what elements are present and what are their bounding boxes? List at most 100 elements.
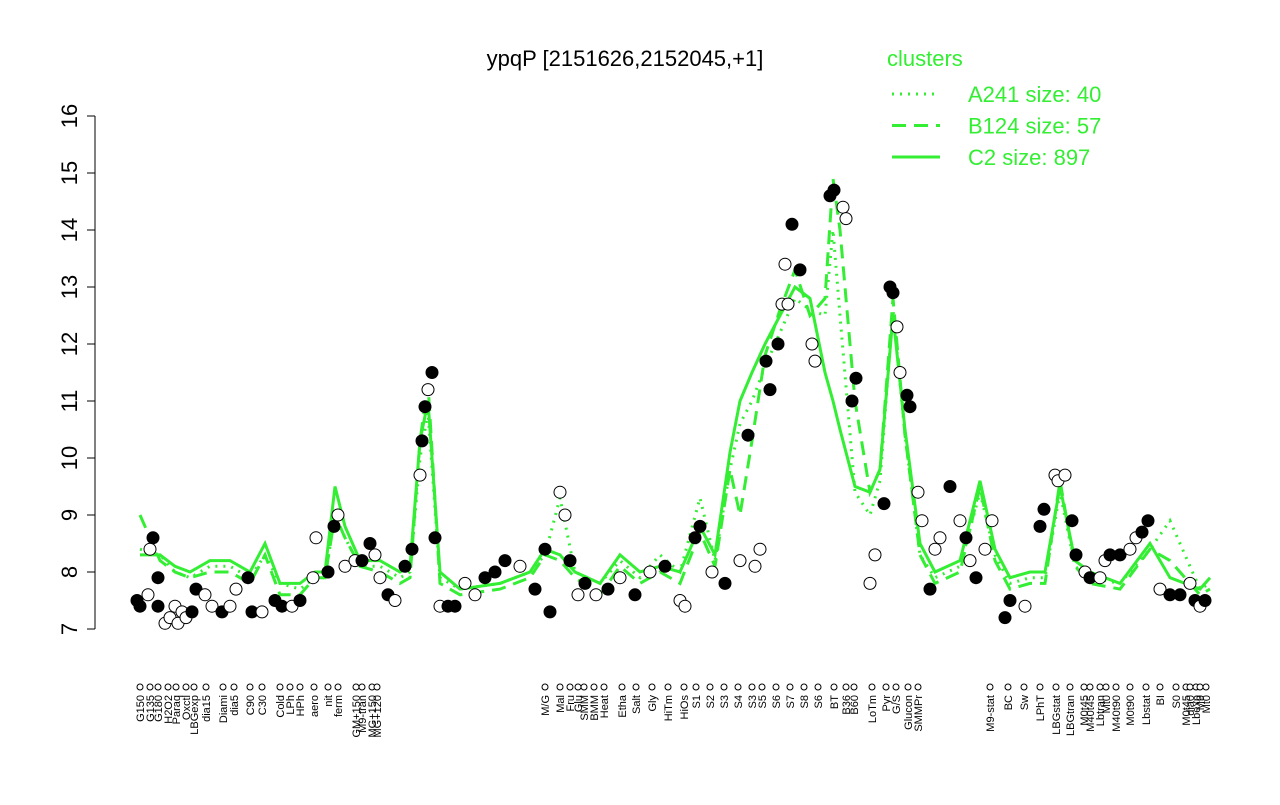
data-point bbox=[839, 212, 853, 226]
data-point bbox=[688, 531, 702, 545]
data-point bbox=[355, 554, 369, 568]
data-point bbox=[868, 548, 882, 562]
x-tick bbox=[1036, 683, 1044, 691]
x-tick-label: MG+150 bbox=[367, 695, 379, 738]
data-point bbox=[718, 576, 732, 590]
x-tick-label: ferm bbox=[333, 695, 345, 717]
x-tick-label: M0t45 bbox=[1181, 695, 1193, 726]
data-point bbox=[985, 514, 999, 528]
data-point bbox=[771, 337, 785, 351]
x-tick bbox=[230, 683, 238, 691]
x-tick-label: S7 bbox=[785, 695, 797, 708]
data-point bbox=[398, 559, 412, 573]
x-tick bbox=[632, 683, 640, 691]
data-point bbox=[223, 599, 237, 613]
x-tick-label: Glu bbox=[573, 695, 585, 712]
data-point bbox=[428, 531, 442, 545]
x-tick-label: Etha bbox=[617, 694, 629, 718]
x-tick-label: HiTm bbox=[663, 695, 675, 721]
data-point bbox=[693, 519, 707, 533]
data-point bbox=[528, 582, 542, 596]
data-point bbox=[658, 559, 672, 573]
data-point bbox=[903, 400, 917, 414]
data-point bbox=[133, 599, 147, 613]
x-tick bbox=[334, 683, 342, 691]
data-point bbox=[890, 320, 904, 334]
data-point bbox=[363, 537, 377, 550]
x-tick bbox=[1066, 683, 1074, 691]
y-tick-label: 14 bbox=[57, 218, 82, 242]
x-tick-label: Lbstat bbox=[1141, 695, 1153, 725]
data-point bbox=[1093, 571, 1107, 585]
x-tick bbox=[814, 683, 822, 691]
x-tick-label: LBGstat bbox=[1051, 695, 1063, 735]
data-point bbox=[613, 571, 627, 585]
data-point bbox=[900, 388, 914, 402]
x-tick bbox=[1196, 683, 1204, 691]
y-tick-label: 8 bbox=[57, 566, 82, 578]
data-point bbox=[601, 582, 615, 596]
x-tick bbox=[786, 683, 794, 691]
x-tick bbox=[986, 683, 994, 691]
x-tick-label: S3 bbox=[747, 695, 759, 708]
x-tick bbox=[136, 683, 144, 691]
x-tick-label: BMM bbox=[589, 695, 601, 721]
x-tick bbox=[358, 683, 366, 691]
x-tick bbox=[310, 683, 318, 691]
data-point bbox=[928, 542, 942, 556]
data-point bbox=[458, 576, 472, 590]
data-point bbox=[933, 531, 947, 545]
data-point bbox=[778, 257, 792, 271]
data-point bbox=[1198, 594, 1212, 607]
x-tick bbox=[146, 683, 154, 691]
data-point bbox=[1018, 599, 1032, 613]
x-tick-label: G180 bbox=[153, 695, 165, 722]
x-tick-label: S3 bbox=[719, 695, 731, 708]
data-point bbox=[827, 183, 841, 197]
x-tick-label: nit bbox=[323, 695, 335, 707]
data-point bbox=[998, 611, 1012, 625]
x-tick-label: S5 bbox=[757, 695, 769, 708]
data-point bbox=[836, 200, 850, 214]
x-tick-label: S6 bbox=[771, 695, 783, 708]
data-point bbox=[413, 468, 427, 482]
data-point bbox=[151, 571, 165, 585]
x-tick-label: LPhT bbox=[1035, 695, 1047, 722]
x-tick bbox=[1142, 683, 1150, 691]
x-tick-label: Paraq bbox=[171, 695, 183, 724]
data-point bbox=[255, 605, 269, 619]
x-tick bbox=[706, 683, 714, 691]
data-point bbox=[849, 371, 863, 385]
x-tick bbox=[850, 683, 858, 691]
x-tick bbox=[1052, 683, 1060, 691]
data-point bbox=[678, 599, 692, 613]
x-tick bbox=[182, 683, 190, 691]
data-point bbox=[368, 548, 382, 562]
data-point bbox=[969, 571, 983, 585]
data-point bbox=[141, 588, 155, 602]
data-point bbox=[543, 605, 557, 619]
x-tick bbox=[868, 683, 876, 691]
x-tick-label: LBGtran bbox=[1065, 695, 1077, 736]
x-tick-label: M9-tran bbox=[357, 695, 369, 733]
x-tick-label: BT bbox=[829, 695, 841, 709]
data-point bbox=[877, 497, 891, 511]
x-tick-label: Gly bbox=[647, 695, 659, 712]
x-tick-label: dia0 bbox=[1185, 695, 1197, 716]
y-tick-label: 12 bbox=[57, 332, 82, 356]
data-point bbox=[1173, 588, 1187, 602]
data-point bbox=[1153, 582, 1167, 596]
x-tick bbox=[882, 683, 890, 691]
data-point bbox=[229, 582, 243, 596]
x-tick bbox=[720, 683, 728, 691]
data-point bbox=[448, 599, 462, 613]
y-tick-label: 7 bbox=[57, 623, 82, 635]
x-tick-label: M9-stat bbox=[985, 695, 997, 732]
x-tick bbox=[373, 683, 381, 691]
x-tick-label: G/S bbox=[891, 695, 903, 714]
data-point bbox=[331, 508, 345, 522]
x-tick bbox=[1126, 683, 1134, 691]
y-tick-label: 11 bbox=[57, 390, 82, 413]
data-point bbox=[893, 366, 907, 379]
x-tick bbox=[566, 683, 574, 691]
